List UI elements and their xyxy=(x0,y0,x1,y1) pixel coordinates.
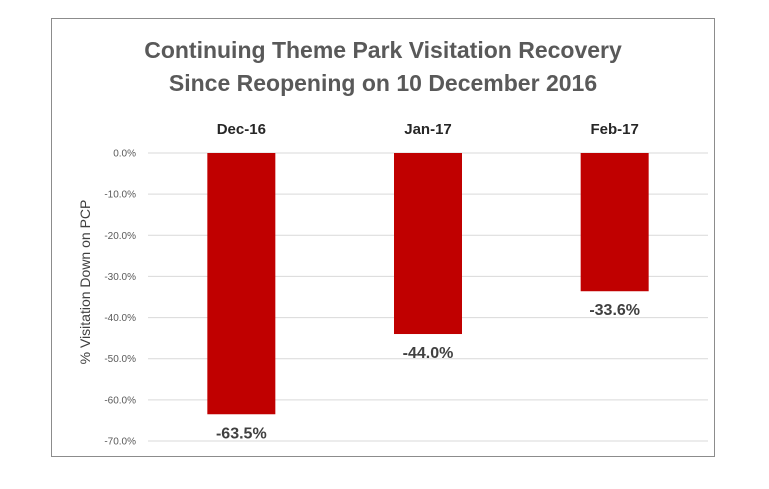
y-tick-label: -40.0% xyxy=(104,313,136,324)
category-label: Jan-17 xyxy=(404,121,452,138)
y-tick-label: -70.0% xyxy=(104,437,136,448)
chart-subtitle: Since Reopening on 10 December 2016 xyxy=(168,70,598,96)
bar xyxy=(580,153,649,292)
data-label: -44.0% xyxy=(403,345,454,362)
category-labels: Dec-16 Jan-17 Feb-17 xyxy=(217,121,639,138)
data-label: -33.6% xyxy=(589,302,640,319)
y-tick-label: -20.0% xyxy=(104,231,136,242)
data-labels: -63.5% -44.0% -33.6% xyxy=(216,302,640,442)
y-tick-label: 0.0% xyxy=(113,149,136,160)
data-label: -63.5% xyxy=(216,425,267,442)
category-label: Feb-17 xyxy=(590,121,638,138)
category-label: Dec-16 xyxy=(217,121,266,138)
y-axis-ticks: 0.0% -10.0% -20.0% -30.0% -40.0% -50.0% -60.0%… xyxy=(104,149,136,448)
y-tick-label: -50.0% xyxy=(104,354,136,365)
bars xyxy=(207,153,649,415)
y-tick-label: -30.0% xyxy=(104,272,136,283)
bar xyxy=(394,153,462,335)
y-tick-label: -10.0% xyxy=(104,190,136,201)
y-axis-label: % Visitation Down on PCP xyxy=(77,200,93,365)
chart-title: Continuing Theme Park Visitation Recover… xyxy=(144,37,622,63)
y-tick-label: -60.0% xyxy=(104,395,136,406)
bar xyxy=(207,153,276,415)
chart-title-block: Continuing Theme Park Visitation Recover… xyxy=(51,34,715,100)
